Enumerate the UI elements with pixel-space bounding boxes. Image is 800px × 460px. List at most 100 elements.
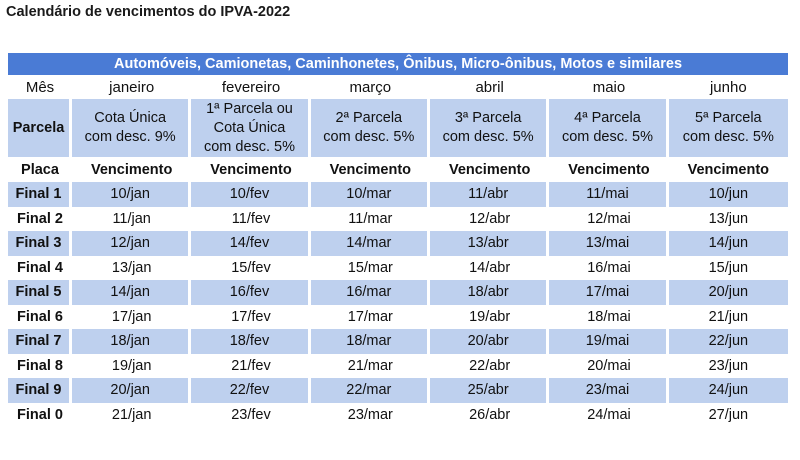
due-date-header: Vencimento xyxy=(687,161,770,178)
table-row: Final 9 20/jan 22/fev 22/mar 25/abr 23/mai 24/… xyxy=(8,378,788,403)
due-date-cell: 11/fev xyxy=(231,210,271,227)
due-date-cell: 14/jun xyxy=(668,231,788,256)
due-date-cell: 22/mar xyxy=(310,378,430,403)
due-date-cell: 10/jan xyxy=(72,182,192,207)
installment-header: 1ª Parcela ou Cota Única com desc. 5% xyxy=(191,99,311,157)
ipva-calendar-table: Automóveis, Camionetas, Caminhonetes, Ôn… xyxy=(8,53,788,427)
due-date-cell: 18/abr xyxy=(429,280,550,305)
table-row: Final 5 14/jan 16/fev 16/mar 18/abr 17/mai 20/… xyxy=(8,280,788,305)
installment-header-line: 2ª Parcela xyxy=(335,110,403,126)
due-date-cell: 21/mar xyxy=(347,357,393,374)
due-date-cell: 16/fev xyxy=(191,280,311,305)
due-date-cell: 15/fev xyxy=(231,259,271,276)
month-header-row: Mês janeiro fevereiro março abril maio j… xyxy=(8,75,788,99)
due-date-cell: 10/mar xyxy=(310,182,430,207)
installment-header: 2ª Parcela com desc. 5% xyxy=(310,99,430,157)
due-date-cell: 23/fev xyxy=(231,406,271,423)
month-header: maio xyxy=(592,78,626,96)
due-date-cell: 20/jun xyxy=(668,280,788,305)
installment-header: 5ª Parcela com desc. 5% xyxy=(668,99,788,157)
due-date-cell: 24/jun xyxy=(668,378,788,403)
installment-header-line: 4ª Parcela xyxy=(574,110,641,126)
due-date-cell: 16/mar xyxy=(310,280,430,305)
plate-final-cell: Final 5 xyxy=(8,280,72,305)
table-row: Final 6 17/jan 17/fev 17/mar 19/abr 18/mai 21/… xyxy=(8,305,788,330)
plate-final-cell: Final 0 xyxy=(17,406,63,423)
installment-header-line: com desc. 5% xyxy=(203,138,296,155)
due-date-cell: 13/abr xyxy=(429,231,550,256)
month-row-label: Mês xyxy=(25,78,55,96)
due-date-cell: 18/fev xyxy=(191,329,311,354)
due-date-header-row: Placa Vencimento Vencimento Vencimento V… xyxy=(8,157,788,182)
installment-row-label: Parcela xyxy=(8,99,72,157)
plate-final-cell: Final 9 xyxy=(8,378,72,403)
plate-final-cell: Final 7 xyxy=(8,329,72,354)
table-row: Final 4 13/jan 15/fev 15/mar 14/abr 16/mai 15/… xyxy=(8,256,788,281)
installment-header-line: com desc. 5% xyxy=(442,129,534,145)
due-date-cell: 21/jan xyxy=(111,406,152,423)
table-row: Final 7 18/jan 18/fev 18/mar 20/abr 19/mai 22/… xyxy=(8,329,788,354)
installment-header-line: 5ª Parcela xyxy=(695,110,762,126)
due-date-cell: 27/jun xyxy=(708,406,749,423)
plate-final-cell: Final 3 xyxy=(8,231,72,256)
page-title: Calendário de vencimentos do IPVA-2022 xyxy=(6,4,291,20)
due-date-cell: 16/mai xyxy=(587,259,631,276)
due-date-cell: 12/abr xyxy=(469,210,511,227)
installment-header-line: Cota Única xyxy=(94,110,167,126)
plate-final-cell: Final 2 xyxy=(17,210,63,227)
plate-final-cell: Final 4 xyxy=(17,259,63,276)
due-date-cell: 20/mai xyxy=(587,357,631,374)
due-date-cell: 11/mai xyxy=(549,182,669,207)
installment-header-line: com desc. 9% xyxy=(84,129,176,145)
vehicle-category-banner: Automóveis, Camionetas, Caminhonetes, Ôn… xyxy=(8,53,788,75)
due-date-cell: 23/jun xyxy=(708,357,749,374)
due-date-cell: 22/fev xyxy=(191,378,311,403)
month-header: janeiro xyxy=(109,78,155,96)
due-date-cell: 19/mai xyxy=(549,329,669,354)
due-date-cell: 14/fev xyxy=(191,231,311,256)
installment-header: 4ª Parcela com desc. 5% xyxy=(549,99,669,157)
due-date-cell: 18/jan xyxy=(72,329,192,354)
due-date-cell: 11/mar xyxy=(348,210,393,227)
installment-header-line: 3ª Parcela xyxy=(454,110,522,126)
due-date-cell: 13/mai xyxy=(549,231,669,256)
plate-column-label: Placa xyxy=(21,161,59,178)
due-date-cell: 22/abr xyxy=(469,357,511,374)
table-row: Final 3 12/jan 14/fev 14/mar 13/abr 13/mai 14/… xyxy=(8,231,788,256)
month-header: março xyxy=(349,78,392,96)
due-date-cell: 23/mai xyxy=(549,378,669,403)
plate-final-cell: Final 6 xyxy=(17,308,63,325)
installment-header-line: com desc. 5% xyxy=(323,129,415,145)
due-date-cell: 13/jan xyxy=(111,259,152,276)
due-date-header: Vencimento xyxy=(210,161,292,178)
installment-header-line: com desc. 5% xyxy=(561,129,654,145)
due-date-cell: 15/jun xyxy=(708,259,749,276)
due-date-cell: 11/jan xyxy=(112,210,151,227)
due-date-cell: 14/mar xyxy=(310,231,430,256)
installment-header-row: Parcela Cota Única com desc. 9% 1ª Parcela… xyxy=(8,99,788,157)
due-date-cell: 20/jan xyxy=(72,378,192,403)
due-date-cell: 10/jun xyxy=(668,182,788,207)
table-row: Final 2 11/jan 11/fev 11/mar 12/abr 12/mai 13/… xyxy=(8,207,788,232)
due-date-cell: 24/mai xyxy=(587,406,631,423)
due-date-cell: 10/fev xyxy=(191,182,311,207)
installment-header-line: com desc. 5% xyxy=(682,129,774,145)
due-date-cell: 14/jan xyxy=(72,280,192,305)
due-date-cell: 23/mar xyxy=(347,406,393,423)
due-date-cell: 15/mar xyxy=(347,259,393,276)
due-date-cell: 17/mar xyxy=(347,308,393,325)
due-date-cell: 21/jun xyxy=(708,308,749,325)
due-date-cell: 11/abr xyxy=(429,182,550,207)
month-header: abril xyxy=(475,78,504,96)
due-date-cell: 18/mai xyxy=(587,308,631,325)
due-date-cell: 19/abr xyxy=(469,308,511,325)
due-date-cell: 19/jan xyxy=(111,357,152,374)
table-row: Final 0 21/jan 23/fev 23/mar 26/abr 24/mai 27/… xyxy=(8,403,788,428)
due-date-cell: 25/abr xyxy=(429,378,550,403)
due-date-cell: 22/jun xyxy=(668,329,788,354)
due-date-header: Vencimento xyxy=(568,161,650,178)
due-date-cell: 12/jan xyxy=(72,231,192,256)
due-date-cell: 26/abr xyxy=(469,406,511,423)
due-date-cell: 12/mai xyxy=(587,210,631,227)
due-date-cell: 17/mai xyxy=(549,280,669,305)
